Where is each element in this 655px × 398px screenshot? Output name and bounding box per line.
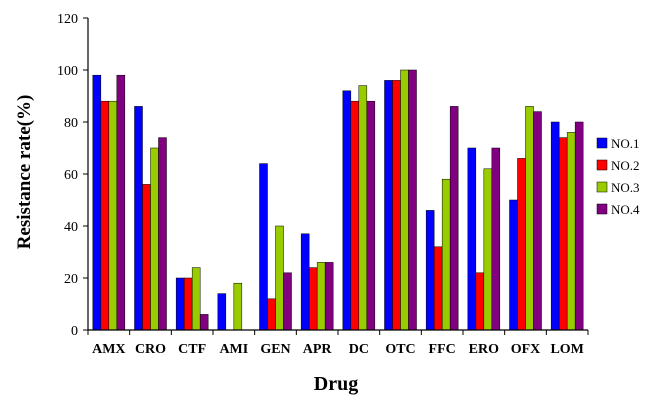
category-label-amx: AMX — [92, 342, 125, 357]
bar-no4-dc — [366, 100, 376, 331]
bar-no2-otc — [392, 80, 401, 331]
bar-no4-otc — [408, 69, 417, 331]
bar-no4-gen — [283, 272, 292, 331]
bar-no4-ero — [491, 147, 501, 331]
legend-swatch-no1 — [596, 137, 608, 149]
y-tick-label: 60 — [64, 168, 78, 183]
x-axis-title: Drug — [314, 373, 358, 395]
bar-no3-ofx — [525, 106, 534, 331]
category-label-gen: GEN — [260, 342, 290, 357]
bar-no2-ero — [475, 272, 485, 331]
category-label-ofx: OFX — [511, 342, 541, 357]
legend: NO.1 NO.2 NO.3 NO.4 — [596, 136, 640, 217]
category-label-lom: LOM — [550, 342, 583, 357]
bar-no1-apr — [300, 233, 310, 331]
bar-no1-dc — [342, 90, 352, 331]
bar-no3-apr — [316, 262, 326, 331]
bar-no2-ffc — [433, 246, 443, 331]
bars-group — [92, 69, 584, 331]
legend-swatch-no4 — [596, 203, 608, 215]
legend-swatch-no3 — [596, 181, 608, 193]
bar-no3-otc — [400, 69, 409, 331]
category-label-ctf: CTF — [178, 342, 206, 357]
y-axis-title: Resistance rate(%) — [14, 95, 35, 250]
y-tick-label: 100 — [57, 64, 78, 79]
bar-no1-ami — [217, 293, 227, 331]
bar-no4-lom — [574, 121, 584, 331]
y-tick-label: 0 — [71, 324, 78, 339]
category-label-cro: CRO — [135, 342, 166, 357]
bar-no3-cro — [150, 147, 159, 331]
legend-swatch-no2 — [596, 159, 608, 171]
legend-label-no1: NO.1 — [611, 136, 640, 151]
category-label-ffc: FFC — [429, 342, 456, 357]
category-label-ami: AMI — [219, 342, 248, 357]
bar-no1-ctf — [175, 277, 185, 331]
bar-no2-lom — [558, 137, 568, 331]
category-label-ero: ERO — [469, 342, 499, 357]
bar-no1-ffc — [425, 210, 435, 331]
category-label-apr: APR — [303, 342, 333, 357]
bar-no1-ero — [467, 147, 477, 331]
bar-no4-ofx — [533, 111, 542, 331]
y-tick-label: 20 — [64, 272, 78, 287]
bar-no2-ctf — [183, 277, 193, 331]
category-label-otc: OTC — [385, 342, 415, 357]
bar-no3-lom — [566, 132, 576, 331]
bar-no3-ami — [233, 282, 243, 331]
bar-no1-otc — [384, 80, 393, 331]
bar-no2-cro — [142, 184, 151, 331]
legend-label-no2: NO.2 — [611, 158, 640, 173]
bar-no1-gen — [259, 163, 268, 331]
bar-no2-ofx — [517, 158, 526, 331]
bar-no3-ero — [483, 168, 493, 331]
bar-no3-ffc — [441, 178, 451, 331]
bar-no3-ctf — [191, 267, 201, 331]
legend-label-no4: NO.4 — [611, 202, 640, 217]
bar-no2-dc — [350, 100, 360, 331]
category-labels-group: AMX CRO CTF AMI GEN APR DC OTC FFC ERO OFX LOM — [92, 342, 584, 357]
bar-no2-apr — [308, 267, 318, 331]
bar-no2-gen — [267, 298, 276, 331]
ticks-group: 0 20 40 60 80 100 120 — [57, 12, 589, 339]
bar-no3-amx — [108, 100, 118, 331]
y-tick-label: 80 — [64, 116, 78, 131]
bar-no4-ctf — [199, 314, 209, 331]
category-label-dc: DC — [349, 342, 369, 357]
bar-no4-apr — [324, 262, 334, 331]
bar-no2-amx — [100, 100, 110, 331]
bar-no1-amx — [92, 74, 102, 331]
y-tick-label: 40 — [64, 220, 78, 235]
bar-no4-ffc — [449, 106, 459, 331]
bar-no4-cro — [158, 137, 167, 331]
bar-no3-gen — [275, 225, 284, 331]
bar-no1-ofx — [509, 199, 518, 331]
legend-label-no3: NO.3 — [611, 180, 640, 195]
bar-no1-lom — [550, 121, 560, 331]
y-tick-label: 120 — [57, 12, 78, 27]
bar-no1-cro — [134, 106, 143, 331]
bar-no3-dc — [358, 85, 368, 331]
bar-no4-amx — [116, 74, 126, 331]
